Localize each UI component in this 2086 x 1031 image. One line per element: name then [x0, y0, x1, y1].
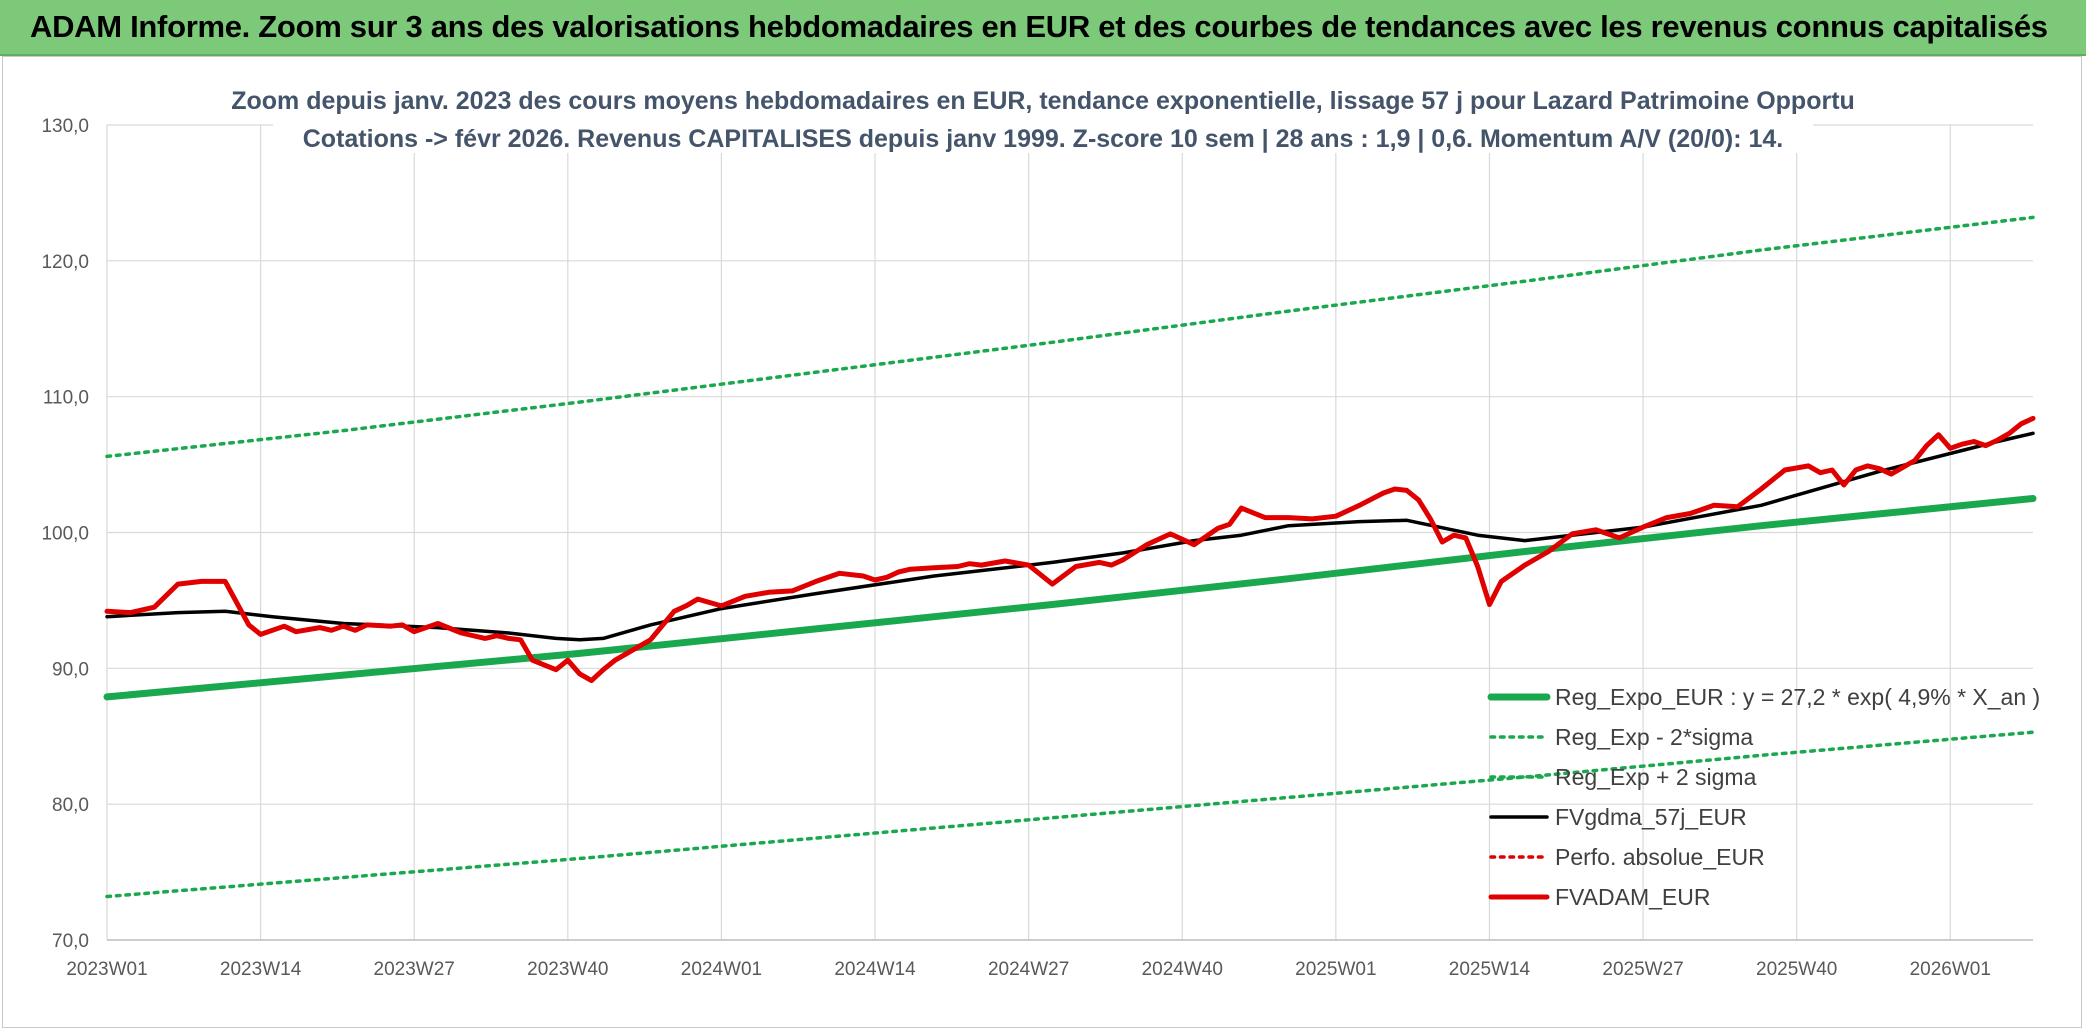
chart-title-line1: Zoom depuis janv. 2023 des cours moyens … — [231, 87, 1855, 115]
chart-title-line2: Cotations -> févr 2026. Revenus CAPITALI… — [303, 125, 1784, 153]
y-tick-label: 100,0 — [41, 524, 89, 545]
y-tick-label: 130,0 — [41, 116, 89, 137]
series-line-fvadam-eur — [104, 415, 2036, 684]
series-line-reg-exp-2-sigma — [105, 730, 2035, 899]
x-tick-label: 2025W40 — [1756, 959, 1837, 980]
x-tick-label: 2026W01 — [1910, 959, 1991, 980]
legend-label: FVgdma_57j_EUR — [1555, 804, 1747, 830]
legend-label: FVADAM_EUR — [1555, 884, 1711, 910]
axis-labels: 130,0 120,0 110,0 100,0 90,0 80,0 70,0 2023W01 2… — [41, 116, 2033, 980]
x-tick-label: 2024W40 — [1142, 959, 1223, 980]
y-tick-label: 120,0 — [41, 252, 89, 273]
report-banner: ADAM Informe. Zoom sur 3 ans des valoris… — [0, 0, 2086, 56]
y-tick-label: 80,0 — [52, 795, 89, 816]
series-line-reg-expo-eur-y-27-2-exp- — [103, 495, 2037, 701]
x-tick-label: 2025W14 — [1449, 959, 1531, 980]
y-tick-label: 70,0 — [52, 931, 89, 952]
x-tick-label: 2023W27 — [374, 959, 455, 980]
trend-chart: 130,0 120,0 110,0 100,0 90,0 80,0 70,0 2023W01 2… — [41, 71, 2040, 980]
y-tick-label: 90,0 — [52, 659, 89, 680]
x-tick-label: 2024W14 — [834, 959, 916, 980]
chart-frame: 130,0 120,0 110,0 100,0 90,0 80,0 70,0 2023W01 2… — [2, 56, 2082, 1028]
series-layer — [103, 215, 2037, 899]
legend-label: Reg_Exp + 2 sigma — [1555, 764, 1757, 790]
x-tick-label: 2023W01 — [66, 959, 147, 980]
series-line-reg-exp-2-sigma — [105, 215, 2035, 459]
report-title: ADAM Informe. Zoom sur 3 ans des valoris… — [30, 9, 2048, 44]
legend-label: Perfo. absolue_EUR — [1555, 844, 1765, 870]
series-line-fvgdma-57j-eur — [105, 431, 2035, 642]
title-background — [273, 71, 1813, 153]
x-tick-label: 2023W14 — [220, 959, 302, 980]
x-tick-label: 2023W40 — [527, 959, 608, 980]
legend: Reg_Expo_EUR : y = 27,2 * exp( 4,9% * X_… — [1487, 684, 2040, 910]
y-tick-label: 110,0 — [43, 388, 89, 409]
x-tick-label: 2024W01 — [681, 959, 762, 980]
grid-lines — [106, 124, 2033, 941]
legend-label: Reg_Exp - 2*sigma — [1555, 724, 1753, 750]
x-tick-label: 2025W27 — [1602, 959, 1683, 980]
legend-label: Reg_Expo_EUR : y = 27,2 * exp( 4,9% * X_… — [1555, 684, 2040, 710]
x-tick-label: 2025W01 — [1295, 959, 1376, 980]
x-tick-label: 2024W27 — [988, 959, 1069, 980]
